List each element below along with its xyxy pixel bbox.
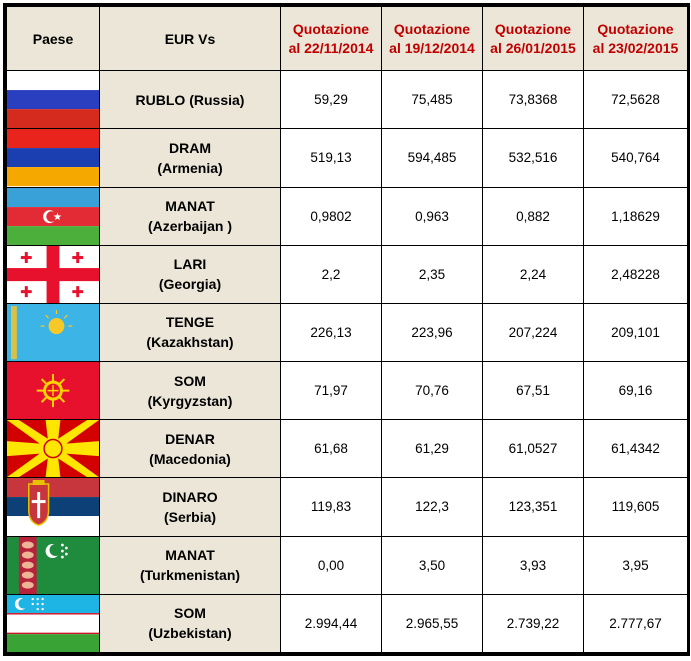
currency-cell: TENGE (Kazakhstan) bbox=[99, 302, 281, 363]
rate-cell: 540,764 bbox=[583, 128, 688, 188]
exchange-rate-table-frame: Paese EUR Vs Quotazione al 22/11/2014 Quo… bbox=[3, 3, 690, 656]
rate-cell: 69,16 bbox=[583, 361, 688, 421]
turkmenistan-flag-icon bbox=[6, 535, 100, 595]
rate-cell: 3,95 bbox=[583, 535, 688, 595]
table-row: TENGE (Kazakhstan) 226,13 223,96 207,224 … bbox=[6, 302, 688, 363]
header-country: Paese bbox=[6, 5, 100, 72]
rate-cell: 226,13 bbox=[280, 302, 382, 363]
kazakhstan-flag-icon bbox=[6, 302, 100, 363]
currency-cell: DENAR (Macedonia) bbox=[99, 419, 281, 479]
currency-cell: RUBLO (Russia) bbox=[99, 70, 281, 130]
header-date-3: Quotazione al 26/01/2015 bbox=[482, 5, 584, 72]
header-row: Paese EUR Vs Quotazione al 22/11/2014 Quo… bbox=[6, 5, 688, 72]
currency-cell: DRAM (Armenia) bbox=[99, 128, 281, 188]
rate-cell: 2.994,44 bbox=[280, 593, 382, 654]
table-row: SOM (Kyrgyzstan) 71,97 70,76 67,51 69,16 bbox=[6, 361, 688, 421]
header-eur-vs: EUR Vs bbox=[99, 5, 281, 72]
rate-cell: 119,605 bbox=[583, 477, 688, 537]
azerbaijan-flag-icon bbox=[6, 186, 100, 246]
rate-cell: 72,5628 bbox=[583, 70, 688, 130]
rate-cell: 67,51 bbox=[482, 361, 584, 421]
rate-cell: 532,516 bbox=[482, 128, 584, 188]
rate-cell: 2,48228 bbox=[583, 244, 688, 304]
rate-cell: 3,50 bbox=[381, 535, 483, 595]
currency-cell: MANAT (Turkmenistan) bbox=[99, 535, 281, 595]
georgia-flag-icon bbox=[6, 244, 100, 304]
kyrgyzstan-flag-icon bbox=[6, 361, 100, 421]
armenia-flag-icon bbox=[6, 128, 100, 188]
rate-cell: 0,963 bbox=[381, 186, 483, 246]
rate-cell: 1,18629 bbox=[583, 186, 688, 246]
currency-cell: LARI (Georgia) bbox=[99, 244, 281, 304]
header-date-4: Quotazione al 23/02/2015 bbox=[583, 5, 688, 72]
macedonia-flag-icon bbox=[6, 419, 100, 479]
header-date-1: Quotazione al 22/11/2014 bbox=[280, 5, 382, 72]
table-row: DRAM (Armenia) 519,13 594,485 532,516 540… bbox=[6, 128, 688, 188]
rate-cell: 2,24 bbox=[482, 244, 584, 304]
rate-cell: 594,485 bbox=[381, 128, 483, 188]
rate-cell: 73,8368 bbox=[482, 70, 584, 130]
table-row: DENAR (Macedonia) 61,68 61,29 61,0527 61,… bbox=[6, 419, 688, 479]
rate-cell: 2,2 bbox=[280, 244, 382, 304]
rate-cell: 0,9802 bbox=[280, 186, 382, 246]
rate-cell: 61,4342 bbox=[583, 419, 688, 479]
table-row: MANAT (Turkmenistan) 0,00 3,50 3,93 3,95 bbox=[6, 535, 688, 595]
table-row: RUBLO (Russia) 59,29 75,485 73,8368 72,5… bbox=[6, 70, 688, 130]
rate-cell: 122,3 bbox=[381, 477, 483, 537]
rate-cell: 70,76 bbox=[381, 361, 483, 421]
serbia-flag-icon bbox=[6, 477, 100, 537]
rate-cell: 2.965,55 bbox=[381, 593, 483, 654]
currency-cell: SOM (Uzbekistan) bbox=[99, 593, 281, 654]
currency-cell: SOM (Kyrgyzstan) bbox=[99, 361, 281, 421]
rate-cell: 2,35 bbox=[381, 244, 483, 304]
table-row: LARI (Georgia) 2,2 2,35 2,24 2,48228 bbox=[6, 244, 688, 304]
header-date-2: Quotazione al 19/12/2014 bbox=[381, 5, 483, 72]
table-row: SOM (Uzbekistan) 2.994,44 2.965,55 2.739,… bbox=[6, 593, 688, 654]
russia-flag-icon bbox=[6, 70, 100, 130]
table-row: DINARO (Serbia) 119,83 122,3 123,351 119,… bbox=[6, 477, 688, 537]
table-row: MANAT (Azerbaijan ) 0,9802 0,963 0,882 1,… bbox=[6, 186, 688, 246]
rate-cell: 123,351 bbox=[482, 477, 584, 537]
rate-cell: 0,882 bbox=[482, 186, 584, 246]
rate-cell: 75,485 bbox=[381, 70, 483, 130]
rate-cell: 2.777,67 bbox=[583, 593, 688, 654]
rate-cell: 119,83 bbox=[280, 477, 382, 537]
rate-cell: 61,68 bbox=[280, 419, 382, 479]
rate-cell: 71,97 bbox=[280, 361, 382, 421]
uzbekistan-flag-icon bbox=[6, 593, 100, 654]
rate-cell: 2.739,22 bbox=[482, 593, 584, 654]
currency-cell: DINARO (Serbia) bbox=[99, 477, 281, 537]
rate-cell: 209,101 bbox=[583, 302, 688, 363]
exchange-rate-table: Paese EUR Vs Quotazione al 22/11/2014 Quo… bbox=[6, 5, 688, 654]
rate-cell: 61,29 bbox=[381, 419, 483, 479]
currency-cell: MANAT (Azerbaijan ) bbox=[99, 186, 281, 246]
rate-cell: 207,224 bbox=[482, 302, 584, 363]
rate-cell: 0,00 bbox=[280, 535, 382, 595]
rate-cell: 223,96 bbox=[381, 302, 483, 363]
rate-cell: 519,13 bbox=[280, 128, 382, 188]
rate-cell: 3,93 bbox=[482, 535, 584, 595]
rate-cell: 61,0527 bbox=[482, 419, 584, 479]
rate-cell: 59,29 bbox=[280, 70, 382, 130]
